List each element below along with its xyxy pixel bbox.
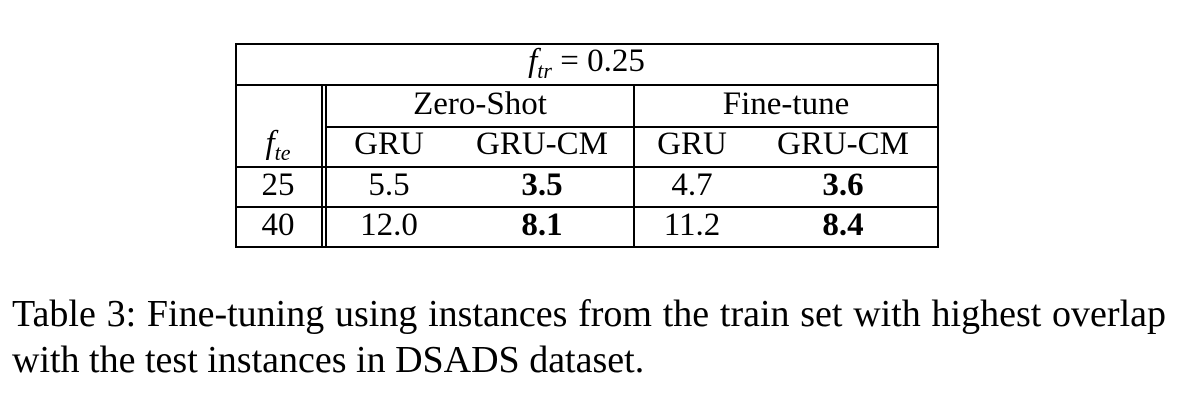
column-header-zs-gru: GRU — [354, 126, 424, 162]
row-2-zs-gru-cm: 8.1 — [521, 207, 563, 243]
table-top-rule — [235, 43, 938, 45]
fte-subscript: te — [274, 140, 291, 165]
table-caption: Table 3: Fine-tuning using instances fro… — [12, 293, 1166, 381]
fte-symbol: f — [265, 125, 275, 161]
row-1-fte: 25 — [261, 167, 295, 203]
table-double-rule-b — [325, 84, 327, 248]
table-rule-after-columns — [235, 166, 938, 168]
row-2-ft-gru-cm: 8.4 — [822, 207, 864, 243]
column-header-zs-gru-cm: GRU-CM — [475, 126, 609, 162]
ftr-value: = 0.25 — [560, 43, 645, 79]
row-2-fte: 40 — [261, 207, 295, 243]
column-header-ft-gru-cm: GRU-CM — [776, 126, 910, 162]
row-2-ft-gru: 11.2 — [663, 207, 721, 243]
row-1-ft-gru: 4.7 — [671, 167, 713, 203]
results-table: ftr = 0.25 Zero-Shot Fine-tune fte GRU G… — [235, 43, 939, 248]
ftr-header: ftr = 0.25 — [235, 43, 938, 82]
column-header-ft-gru: GRU — [657, 126, 727, 162]
row-1-zs-gru-cm: 3.5 — [521, 167, 563, 203]
table-rule-after-groups — [325, 126, 938, 128]
group-fine-tune: Fine-tune — [722, 86, 850, 122]
table-bottom-rule — [235, 246, 938, 248]
row-2-zs-gru: 12.0 — [360, 207, 418, 243]
table-right-border — [937, 43, 939, 248]
row-1-zs-gru: 5.5 — [368, 167, 410, 203]
table-double-rule-a — [321, 84, 323, 248]
table-rule-after-row-1 — [235, 206, 938, 208]
fte-header: fte — [235, 125, 321, 164]
group-zero-shot: Zero-Shot — [413, 86, 547, 122]
table-rule-after-ftr — [235, 84, 938, 86]
ftr-subscript: tr — [537, 58, 552, 83]
table-left-border — [235, 43, 237, 248]
table-group-divider — [633, 84, 635, 248]
row-1-ft-gru-cm: 3.6 — [822, 167, 864, 203]
ftr-symbol: f — [528, 43, 538, 79]
